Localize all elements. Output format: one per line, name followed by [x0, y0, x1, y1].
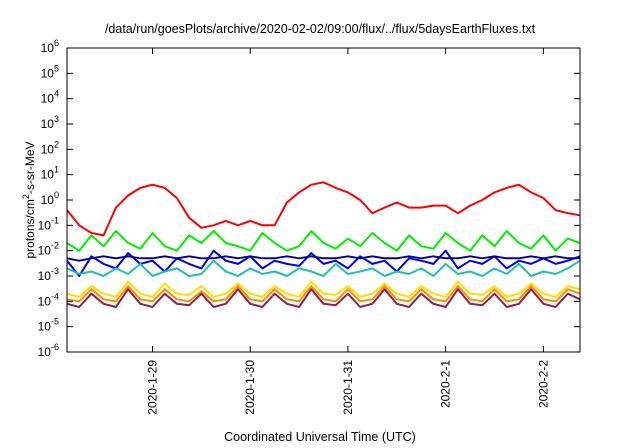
y-tick-label: 10-4 [38, 291, 59, 308]
y-tick-label: 102 [41, 139, 59, 156]
x-axis-label: Coordinated Universal Time (UTC) [224, 430, 416, 444]
series-line-1 [66, 230, 581, 252]
series-line-0 [66, 181, 581, 237]
y-tick-label: 100 [41, 190, 59, 207]
y-tick-label: 10-1 [38, 215, 59, 232]
x-tick-label: 2020-1-30 [243, 360, 257, 415]
y-tick-label: 103 [41, 114, 59, 131]
series-layer [66, 181, 581, 308]
series-line-3 [66, 255, 580, 262]
y-tick-label: 10-5 [38, 317, 59, 334]
x-tick-label: 2020-2-1 [439, 360, 453, 408]
x-tick-label: 2020-1-29 [146, 360, 160, 415]
y-tick-label: 101 [41, 165, 59, 182]
series-line-6 [66, 285, 581, 303]
series-line-7 [66, 288, 581, 308]
y-tick-label: 104 [41, 89, 59, 106]
y-tick-label: 106 [41, 38, 59, 55]
series-line-5 [66, 280, 581, 298]
x-tick-label: 2020-1-31 [341, 360, 355, 415]
x-tick-label: 2020-2-2 [536, 360, 550, 408]
series-line-4 [66, 259, 581, 277]
x-axis: 2020-1-29 2020-1-30 2020-1-31 2020-2-1 2020-… [146, 48, 550, 415]
y-tick-label: 10-6 [38, 342, 59, 359]
y-axis: 10-6 10-5 10-4 10-3 10-2 10-1 100 101 102 103 104 1… [38, 38, 580, 359]
y-tick-label: 10-2 [38, 241, 59, 258]
y-tick-label: 10-3 [38, 266, 59, 283]
y-tick-label: 105 [41, 63, 59, 80]
y-axis-label: protons/cm2-s-sr-MeV [21, 141, 37, 258]
chart-title: /data/run/goesPlots/archive/2020-02-02/0… [104, 22, 536, 36]
plot-frame [66, 47, 581, 353]
